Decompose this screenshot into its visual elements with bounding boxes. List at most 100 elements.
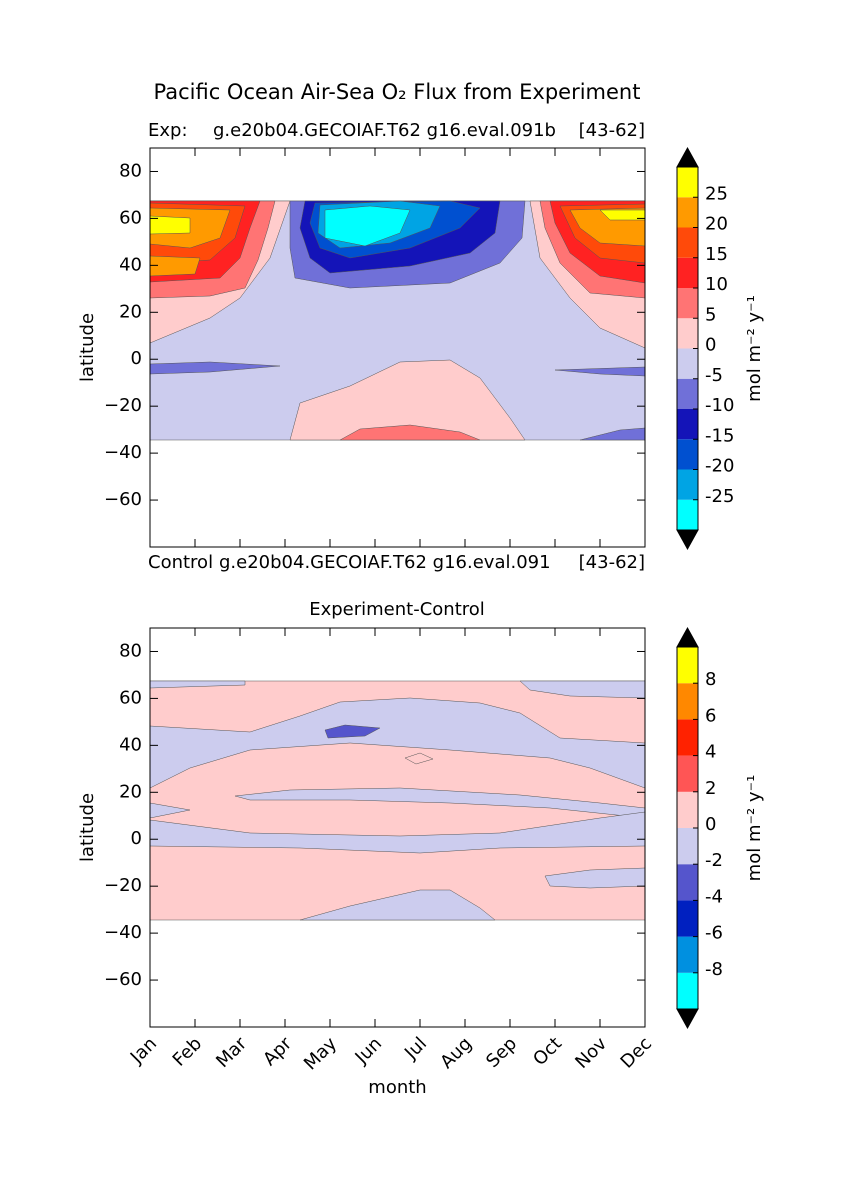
colorbar-tick-label: 5 [705,304,716,325]
colorbar-tick-label: -5 [705,365,723,386]
colorbar-bin [677,409,698,440]
colorbar-tick-label: 15 [705,244,728,265]
contour-plot [149,680,646,921]
colorbar-tick-label: 20 [705,214,728,235]
colorbar-bin [677,348,698,379]
colorbar-extend [676,529,699,551]
colorbar-bin [677,791,698,828]
y-tick-label: −40 [104,442,142,463]
contour-region [339,424,481,441]
colorbar-bin [677,828,698,865]
contour-region [149,255,201,277]
colorbar-tick-label: -8 [705,959,723,980]
x-tick-label: Oct [529,1033,566,1070]
colorbar-tick-label: 2 [705,778,716,799]
caption-left: Control [148,552,213,573]
x-tick-label: Dec [617,1033,656,1072]
colorbar-bin [677,972,698,1009]
y-tick-label: 80 [119,640,142,661]
contour-plot [149,200,646,441]
colorbar-label: mol m⁻² y⁻¹ [744,295,765,402]
caption: g.e20b04.GECOIAF.T62 g16.eval.091 [219,552,551,573]
x-tick-label: Mar [212,1033,251,1072]
colorbar-tick-label: 10 [705,274,728,295]
colorbar-bin [677,719,698,756]
caption-right: [43-62] [579,552,645,573]
subtitle: g.e20b04.GECOIAF.T62 g16.eval.091b [213,120,556,141]
contour-region [324,205,411,247]
colorbar-tick-label: 8 [705,669,716,690]
colorbar-bin [677,647,698,684]
colorbar-bin [677,936,698,973]
colorbar-bin [677,378,698,409]
subtitle-right: [43-62] [579,120,645,141]
y-tick-label: −20 [104,395,142,416]
colorbar-bin [677,318,698,349]
y-tick-label: 0 [131,348,142,369]
y-axis-label: latitude [77,793,98,862]
x-tick-label: May [300,1033,341,1074]
colorbar-bin [677,755,698,792]
y-tick-label: −60 [104,969,142,990]
chart-title: Experiment-Control [309,599,485,620]
subtitle-left: Exp: [148,120,188,141]
x-tick-label: Aug [436,1033,476,1073]
contour-region [324,724,381,739]
x-tick-label: Feb [169,1033,206,1070]
colorbar-bin [677,469,698,500]
y-tick-label: 20 [119,301,142,322]
colorbar-tick-label: -4 [705,886,723,907]
y-tick-label: −20 [104,875,142,896]
colorbar-tick-label: 25 [705,183,728,204]
y-tick-label: 20 [119,781,142,802]
contour-region [404,752,434,765]
colorbar-tick-label: -20 [705,456,734,477]
colorbar-bin [677,499,698,530]
contour-region [519,680,646,699]
y-tick-label: 60 [119,207,142,228]
colorbar-tick-label: 0 [705,335,716,356]
figure-title: Pacific Ocean Air-Sea O₂ Flux from Exper… [154,80,641,104]
colorbar-tick-label: -10 [705,395,734,416]
colorbar-bin [677,683,698,720]
x-axis-label: month [368,1077,426,1098]
colorbar-tick-label: -2 [705,850,723,871]
colorbar-bin [677,864,698,901]
colorbar-extend [676,146,699,168]
colorbar-bin [677,900,698,937]
x-tick-label: Nov [571,1033,611,1073]
y-axis-label: latitude [77,313,98,382]
x-tick-label: Jan [126,1033,161,1068]
x-tick-label: Sep [482,1033,521,1072]
colorbar-tick-label: -6 [705,923,723,944]
colorbar-bin [677,288,698,319]
colorbar-bin [677,227,698,258]
colorbar-bin [677,197,698,228]
colorbar-tick-label: 0 [705,814,716,835]
y-tick-label: 80 [119,160,142,181]
y-tick-label: 60 [119,687,142,708]
plot-frame [149,147,646,548]
colorbar-bin [677,167,698,198]
y-tick-label: −40 [104,922,142,943]
colorbar-tick-label: 4 [705,742,716,763]
colorbar-tick-label: -15 [705,425,734,446]
x-tick-label: Jul [400,1033,431,1064]
y-tick-label: −60 [104,489,142,510]
y-tick-label: 0 [131,828,142,849]
x-tick-label: Apr [259,1033,296,1070]
x-tick-label: Jun [351,1033,386,1068]
colorbar-label: mol m⁻² y⁻¹ [744,775,765,882]
y-tick-label: 40 [119,254,142,275]
colorbar-tick-label: 6 [705,705,716,726]
contour-region [289,359,526,441]
colorbar-bin [677,439,698,470]
colorbar-extend [676,626,699,648]
colorbar-extend [676,1008,699,1030]
plot-frame [149,627,646,1028]
y-tick-label: 40 [119,734,142,755]
contour-region [299,889,496,921]
colorbar-bin [677,257,698,288]
